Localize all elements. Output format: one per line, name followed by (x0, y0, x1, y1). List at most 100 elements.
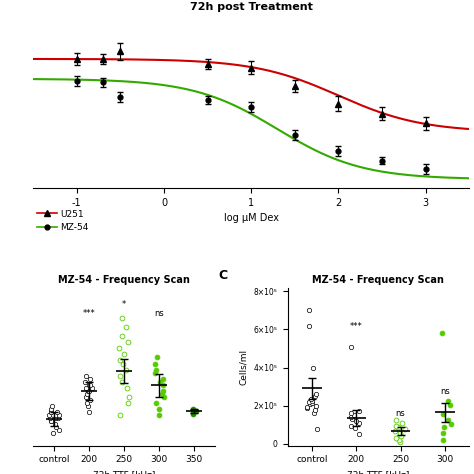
Title: MZ-54 - Frequency Scan: MZ-54 - Frequency Scan (58, 275, 190, 285)
Point (356, 419, 363, 427)
Point (309, 364, 317, 371)
Point (399, 419, 406, 427)
Point (439, 436, 447, 444)
Text: C: C (219, 269, 228, 282)
Point (311, 392, 319, 400)
Point (84, 387, 91, 395)
Point (155, 405, 163, 413)
Text: ns: ns (440, 387, 450, 396)
Point (397, 432, 405, 440)
Point (82, 384, 90, 392)
Point (118, 332, 126, 340)
Point (159, 387, 167, 395)
Point (154, 354, 161, 361)
Point (348, 415, 356, 423)
Point (47, 405, 55, 413)
Point (118, 314, 126, 322)
Point (356, 408, 363, 415)
Point (350, 411, 357, 419)
X-axis label: 72h TTF [kHz]: 72h TTF [kHz] (347, 470, 410, 474)
Point (120, 351, 128, 358)
Point (347, 422, 355, 429)
Point (447, 420, 455, 428)
Point (86, 381, 94, 389)
Point (395, 436, 403, 444)
Point (305, 398, 312, 406)
Point (396, 429, 404, 437)
Point (55, 411, 63, 419)
Point (88, 384, 96, 392)
Point (438, 329, 446, 337)
Point (47, 408, 55, 416)
Point (85, 402, 92, 410)
Point (85, 408, 93, 416)
Point (152, 366, 160, 374)
Point (159, 375, 167, 383)
Point (48, 402, 56, 410)
Point (189, 408, 196, 416)
Point (158, 390, 165, 398)
Point (190, 410, 197, 418)
Point (123, 384, 131, 392)
Title: MZ-54 - Frequency Scan: MZ-54 - Frequency Scan (312, 275, 444, 285)
Text: ***: *** (82, 309, 95, 318)
Point (47, 408, 55, 416)
X-axis label: 72h TTF [kHz]: 72h TTF [kHz] (93, 470, 155, 474)
Point (347, 343, 355, 350)
Point (307, 395, 314, 403)
Point (306, 322, 313, 329)
Point (49, 429, 57, 437)
Point (445, 397, 452, 405)
Point (116, 345, 123, 352)
Point (54, 408, 61, 416)
Point (55, 427, 63, 434)
Point (51, 420, 59, 428)
Point (122, 366, 129, 374)
Point (53, 424, 60, 431)
Point (392, 422, 400, 429)
Point (352, 417, 359, 425)
Text: ***: *** (350, 322, 363, 331)
Point (125, 393, 132, 401)
Point (81, 378, 89, 385)
Point (311, 407, 319, 414)
Point (309, 399, 316, 407)
Point (47, 418, 55, 425)
Point (189, 405, 197, 413)
Point (446, 401, 454, 409)
Point (440, 429, 447, 437)
Point (46, 414, 54, 422)
Point (392, 434, 400, 442)
Point (122, 323, 129, 331)
Y-axis label: Cells/ml: Cells/ml (239, 348, 248, 384)
Point (303, 403, 310, 410)
Point (392, 416, 400, 424)
Text: ns: ns (396, 409, 405, 418)
Point (86, 396, 94, 404)
Point (155, 411, 163, 419)
Point (309, 397, 316, 405)
Title: Dexamethasone Dose Response Curve
72h post Treatment: Dexamethasone Dose Response Curve 72h po… (131, 0, 371, 12)
Text: ns: ns (154, 309, 164, 318)
Point (156, 378, 164, 385)
Point (119, 360, 127, 367)
Point (312, 402, 319, 410)
Point (347, 410, 355, 417)
Point (82, 393, 90, 401)
Point (439, 410, 447, 418)
Point (312, 391, 320, 398)
Point (125, 399, 132, 407)
Legend: U251, MZ-54: U251, MZ-54 (33, 206, 92, 236)
Point (46, 411, 53, 419)
Text: *: * (122, 300, 126, 309)
Point (304, 405, 311, 412)
Point (396, 438, 403, 446)
Point (53, 411, 60, 419)
Point (394, 424, 401, 431)
Point (306, 400, 314, 408)
Point (118, 378, 126, 385)
Point (85, 381, 93, 389)
Point (82, 372, 90, 380)
Point (51, 414, 59, 422)
Point (159, 381, 167, 389)
